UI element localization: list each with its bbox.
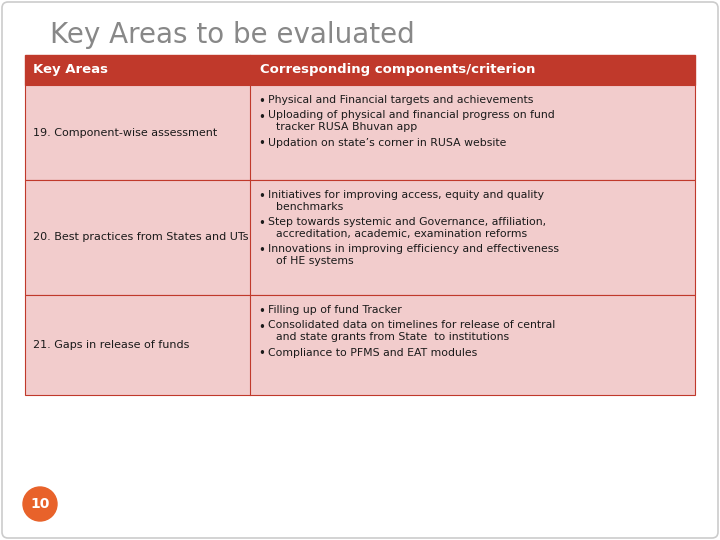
Text: •: • <box>258 321 265 334</box>
Text: •: • <box>258 138 265 151</box>
Text: •: • <box>258 111 265 124</box>
Text: 20. Best practices from States and UTs: 20. Best practices from States and UTs <box>33 233 248 242</box>
Text: accreditation, academic, examination reforms: accreditation, academic, examination ref… <box>276 228 527 239</box>
Text: •: • <box>258 190 265 203</box>
Bar <box>25 55 695 85</box>
Text: Consolidated data on timelines for release of central: Consolidated data on timelines for relea… <box>268 321 555 330</box>
Text: Updation on state’s corner in RUSA website: Updation on state’s corner in RUSA websi… <box>268 138 506 147</box>
Text: 10: 10 <box>30 497 50 511</box>
Text: •: • <box>258 305 265 318</box>
Text: Innovations in improving efficiency and effectiveness: Innovations in improving efficiency and … <box>268 244 559 254</box>
Text: Compliance to PFMS and EAT modules: Compliance to PFMS and EAT modules <box>268 348 477 357</box>
Text: Key Areas to be evaluated: Key Areas to be evaluated <box>50 21 415 49</box>
Text: Uploading of physical and financial progress on fund: Uploading of physical and financial prog… <box>268 111 554 120</box>
Text: 19. Component-wise assessment: 19. Component-wise assessment <box>33 127 217 138</box>
Text: •: • <box>258 244 265 257</box>
Text: benchmarks: benchmarks <box>276 201 343 212</box>
Text: •: • <box>258 95 265 108</box>
Text: of HE systems: of HE systems <box>276 255 354 266</box>
Text: •: • <box>258 348 265 361</box>
Bar <box>25 295 695 395</box>
Text: tracker RUSA Bhuvan app: tracker RUSA Bhuvan app <box>276 122 418 132</box>
Circle shape <box>23 487 57 521</box>
Text: Filling up of fund Tracker: Filling up of fund Tracker <box>268 305 402 315</box>
Bar <box>25 180 695 295</box>
Text: Corresponding components/criterion: Corresponding components/criterion <box>260 64 536 77</box>
Text: Step towards systemic and Governance, affiliation,: Step towards systemic and Governance, af… <box>268 217 546 227</box>
Text: 21. Gaps in release of funds: 21. Gaps in release of funds <box>33 340 189 350</box>
Bar <box>25 85 695 180</box>
Text: Key Areas: Key Areas <box>33 64 108 77</box>
Text: Physical and Financial targets and achievements: Physical and Financial targets and achie… <box>268 95 534 105</box>
Text: •: • <box>258 217 265 230</box>
Text: and state grants from State  to institutions: and state grants from State to instituti… <box>276 332 509 342</box>
Text: Initiatives for improving access, equity and quality: Initiatives for improving access, equity… <box>268 190 544 200</box>
